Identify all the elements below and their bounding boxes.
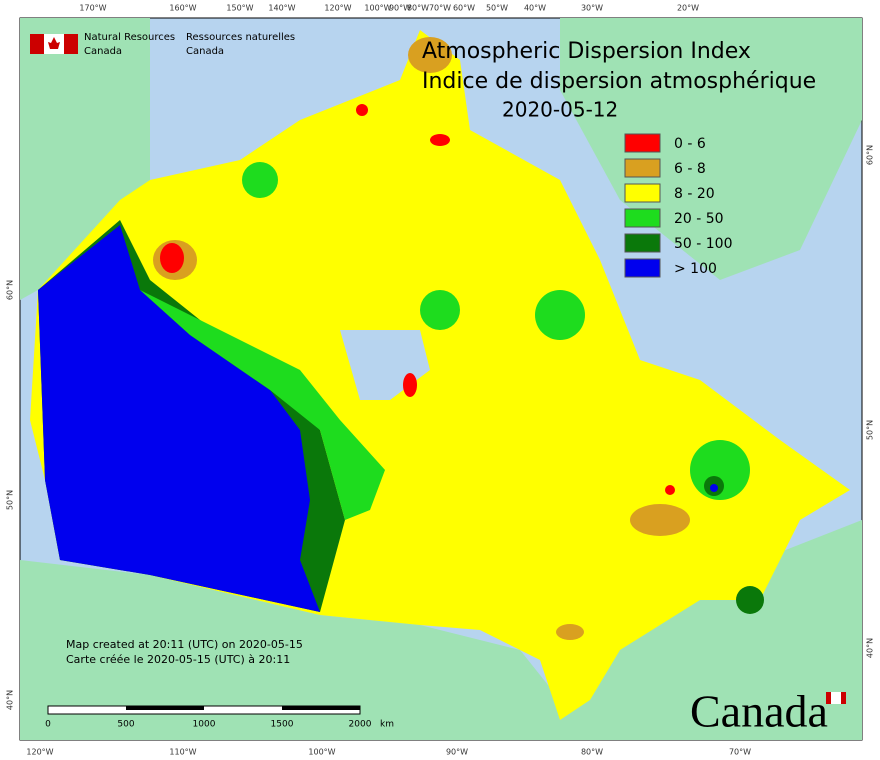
title: Atmospheric Dispersion Index	[422, 39, 751, 64]
lon-label: 60°W	[453, 4, 475, 13]
flag-leaf	[48, 37, 60, 49]
legend-label: 8 - 20	[674, 186, 715, 202]
zone-20-50	[140, 290, 385, 520]
green-patch	[535, 290, 585, 340]
lon-label: 70°W	[429, 4, 451, 13]
red-patch	[356, 104, 368, 116]
lat-label: 60°N	[6, 280, 15, 300]
orange-patch	[556, 624, 584, 640]
wordmark-flag	[831, 692, 841, 704]
scale-seg	[126, 706, 204, 710]
scale-label: 1500	[271, 720, 294, 730]
scale-seg	[282, 706, 360, 710]
lon-label: 120°W	[26, 748, 53, 757]
lat-label: 50°N	[866, 420, 875, 440]
legend-swatch	[624, 208, 661, 228]
legend	[624, 133, 661, 278]
red-patch	[665, 485, 675, 495]
agency-fr: Canada	[186, 46, 224, 57]
lon-label: 20°W	[677, 4, 699, 13]
zone-100	[38, 225, 320, 612]
lon-label: 170°W	[79, 4, 106, 13]
date: 2020-05-12	[502, 98, 618, 122]
orange-patch	[408, 37, 452, 73]
wordmark: Canada	[690, 686, 828, 737]
flag-bar	[64, 34, 78, 54]
scale-label: 500	[117, 720, 134, 730]
footer-note: Map created at 20:11 (UTC) on 2020-05-15	[66, 638, 303, 651]
lat-label: 60°N	[866, 145, 875, 165]
legend-swatch	[624, 183, 661, 203]
lon-label: 80°W	[581, 748, 603, 757]
lon-label: 150°W	[226, 4, 253, 13]
greenland	[560, 18, 862, 280]
lon-label: 70°W	[729, 748, 751, 757]
green-patch	[420, 290, 460, 330]
lon-label: 40°W	[524, 4, 546, 13]
lon-label: 110°W	[169, 748, 196, 757]
land	[20, 18, 862, 740]
legend-label: 50 - 100	[674, 236, 733, 252]
flag-bar	[30, 34, 44, 54]
green-patch	[242, 162, 278, 198]
lat-label: 50°N	[6, 490, 15, 510]
usa	[20, 520, 862, 740]
lon-label: 140°W	[268, 4, 295, 13]
lon-label: 30°W	[581, 4, 603, 13]
lon-label: 50°W	[486, 4, 508, 13]
agency-en: Canada	[84, 46, 122, 57]
dark-patch	[736, 586, 764, 614]
legend-label: > 100	[674, 261, 717, 277]
blue-patch	[710, 484, 718, 492]
legend-swatch	[624, 158, 661, 178]
orange-patch	[630, 504, 690, 536]
scale-unit: km	[380, 720, 394, 730]
scale-label: 0	[45, 720, 51, 730]
lon-label: 90°W	[446, 748, 468, 757]
agency-en: Natural Resources	[84, 32, 175, 43]
red-patch	[403, 373, 417, 397]
legend-label: 6 - 8	[674, 161, 706, 177]
red-patch	[160, 243, 184, 273]
lat-label: 40°N	[6, 690, 15, 710]
legend-label: 0 - 6	[674, 136, 706, 152]
lon-label: 100°W	[364, 4, 391, 13]
scale-label: 2000	[349, 720, 372, 730]
lat-label: 40°N	[866, 638, 875, 658]
agency-fr: Ressources naturelles	[186, 32, 295, 43]
legend-swatch	[624, 258, 661, 278]
legend-swatch	[624, 233, 661, 253]
red-patch	[430, 134, 450, 146]
title: Indice de dispersion atmosphérique	[422, 69, 816, 94]
lon-label: 120°W	[324, 4, 351, 13]
lon-label: 100°W	[308, 748, 335, 757]
footer-note: Carte créée le 2020-05-15 (UTC) à 20:11	[66, 653, 290, 666]
legend-swatch	[624, 133, 661, 153]
lon-label: 90°W	[389, 4, 411, 13]
alaska	[20, 18, 150, 300]
lon-label: 160°W	[169, 4, 196, 13]
legend-label: 20 - 50	[674, 211, 724, 227]
scale-label: 1000	[193, 720, 216, 730]
lon-label: 80°W	[407, 4, 429, 13]
